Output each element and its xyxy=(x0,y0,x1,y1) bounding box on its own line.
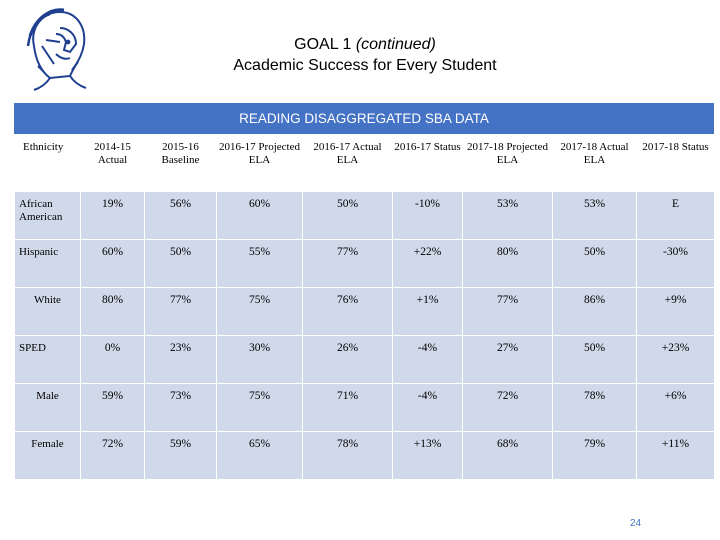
table-cell: 60% xyxy=(216,191,303,240)
table-banner: READING DISAGGREGATED SBA DATA xyxy=(14,103,714,134)
table-cell: +22% xyxy=(392,239,463,288)
table-cell: 77% xyxy=(462,287,553,336)
table-cell: 86% xyxy=(552,287,637,336)
column-header: 2015-16 Baseline xyxy=(144,134,217,192)
row-label: Hispanic xyxy=(14,239,81,288)
table-cell: 78% xyxy=(302,431,393,480)
table-cell: +23% xyxy=(636,335,715,384)
table-cell: 50% xyxy=(302,191,393,240)
row-label: Female xyxy=(14,431,81,480)
column-header: 2017-18 Projected ELA xyxy=(462,134,553,192)
table-row: White 80% 77% 75% 76% +1% 77% 86% +9% xyxy=(14,287,715,336)
table-cell: 65% xyxy=(216,431,303,480)
table-cell: 60% xyxy=(80,239,145,288)
table-cell: 26% xyxy=(302,335,393,384)
table-cell: -10% xyxy=(392,191,463,240)
row-label: Male xyxy=(14,383,81,432)
page-title: GOAL 1 (continued) Academic Success for … xyxy=(120,34,610,76)
table-cell: 68% xyxy=(462,431,553,480)
column-header: 2016-17 Status xyxy=(392,134,463,192)
table-cell: 55% xyxy=(216,239,303,288)
table-cell: 59% xyxy=(80,383,145,432)
table-header-row: Ethnicity 2014-15 Actual 2015-16 Baselin… xyxy=(14,134,715,192)
table-cell: +13% xyxy=(392,431,463,480)
table-cell: 77% xyxy=(302,239,393,288)
table-row: Male 59% 73% 75% 71% -4% 72% 78% +6% xyxy=(14,383,715,432)
goal-heading: GOAL 1 (continued) xyxy=(120,34,610,55)
table-row: Female 72% 59% 65% 78% +13% 68% 79% +11% xyxy=(14,431,715,480)
table-cell: -30% xyxy=(636,239,715,288)
table-cell: 79% xyxy=(552,431,637,480)
table-cell: 53% xyxy=(462,191,553,240)
column-header: 2016-17 Projected ELA xyxy=(216,134,303,192)
table-row: African American 19% 56% 60% 50% -10% 53… xyxy=(14,191,715,240)
row-label: SPED xyxy=(14,335,81,384)
table-row: Hispanic 60% 50% 55% 77% +22% 80% 50% -3… xyxy=(14,239,715,288)
table-cell: 76% xyxy=(302,287,393,336)
table-cell: 50% xyxy=(144,239,217,288)
table-cell: 75% xyxy=(216,383,303,432)
table-cell: 53% xyxy=(552,191,637,240)
table-cell: 23% xyxy=(144,335,217,384)
table-cell: 59% xyxy=(144,431,217,480)
column-header: 2017-18 Status xyxy=(636,134,715,192)
table-cell: 80% xyxy=(462,239,553,288)
sba-data-table: Ethnicity 2014-15 Actual 2015-16 Baselin… xyxy=(14,134,715,480)
column-header: 2016-17 Actual ELA xyxy=(302,134,393,192)
table-cell: 72% xyxy=(462,383,553,432)
table-cell: 72% xyxy=(80,431,145,480)
table-cell: 27% xyxy=(462,335,553,384)
spartan-helmet-logo xyxy=(20,6,92,92)
column-header: 2017-18 Actual ELA xyxy=(552,134,637,192)
page-number: 24 xyxy=(630,518,642,529)
table-cell: 73% xyxy=(144,383,217,432)
table-cell: -4% xyxy=(392,335,463,384)
spartan-helmet-icon xyxy=(26,8,87,91)
table-cell: 80% xyxy=(80,287,145,336)
goal-label: GOAL 1 xyxy=(294,36,352,53)
table-row: SPED 0% 23% 30% 26% -4% 27% 50% +23% xyxy=(14,335,715,384)
table-cell: 75% xyxy=(216,287,303,336)
table-cell: 78% xyxy=(552,383,637,432)
table-cell: +9% xyxy=(636,287,715,336)
table-cell: 0% xyxy=(80,335,145,384)
table-cell: E xyxy=(636,191,715,240)
goal-suffix: (continued) xyxy=(355,36,436,53)
table-cell: +11% xyxy=(636,431,715,480)
table-cell: 56% xyxy=(144,191,217,240)
table-cell: -4% xyxy=(392,383,463,432)
table-cell: 77% xyxy=(144,287,217,336)
row-label: White xyxy=(14,287,81,336)
row-label: African American xyxy=(14,191,81,240)
table-cell: +6% xyxy=(636,383,715,432)
table-cell: 50% xyxy=(552,239,637,288)
column-header: 2014-15 Actual xyxy=(80,134,145,192)
table-cell: 30% xyxy=(216,335,303,384)
table-cell: 50% xyxy=(552,335,637,384)
goal-subtitle: Academic Success for Every Student xyxy=(233,57,497,74)
column-header: Ethnicity xyxy=(14,134,81,192)
table-cell: +1% xyxy=(392,287,463,336)
table-cell: 71% xyxy=(302,383,393,432)
table-cell: 19% xyxy=(80,191,145,240)
